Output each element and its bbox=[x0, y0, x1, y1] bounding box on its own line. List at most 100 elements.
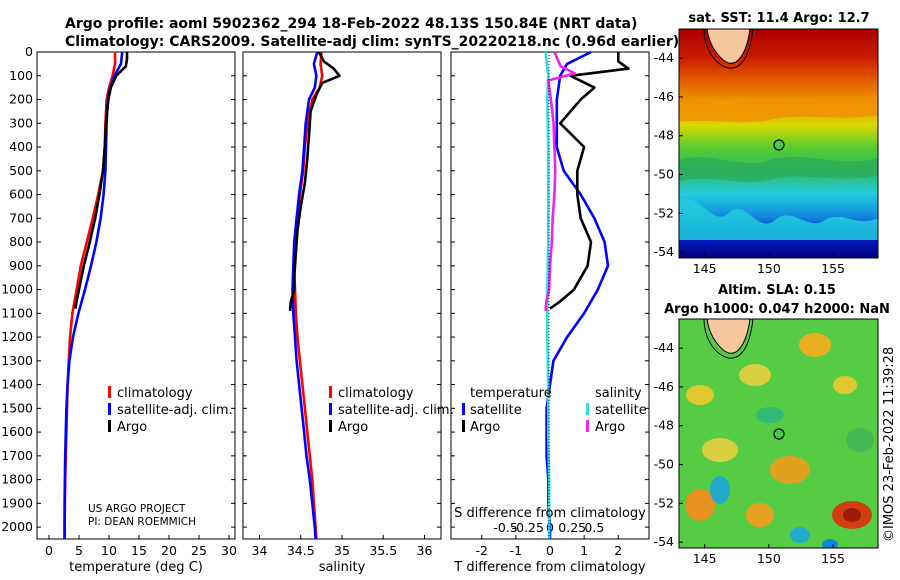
sla-peak bbox=[843, 508, 861, 522]
map-ytick-label: -52 bbox=[654, 205, 674, 220]
legend-swatch-argo bbox=[329, 420, 332, 432]
difference-xlabel-salinity: S difference from climatology bbox=[454, 506, 646, 521]
sst-map-axes: 145 150 155 -44 -46 -48 -50 -52 -54 bbox=[654, 50, 845, 276]
salinity-diff-tick-label: -0.25 bbox=[512, 520, 544, 535]
sla-high bbox=[833, 376, 857, 394]
map-ytick-label: -54 bbox=[654, 534, 674, 549]
ytick-label: 1700 bbox=[1, 448, 33, 463]
ytick-label: 1400 bbox=[1, 377, 33, 392]
temperature-axes bbox=[36, 51, 236, 540]
ytick-label: 0 bbox=[25, 44, 33, 59]
map-xtick-label: 155 bbox=[821, 551, 845, 566]
xtick-label: 5 bbox=[75, 543, 83, 558]
sla-high bbox=[686, 385, 714, 405]
legend-title-temperature: temperature bbox=[470, 386, 552, 401]
xtick-label: 36 bbox=[417, 543, 433, 558]
xtick-label: 20 bbox=[161, 543, 177, 558]
legend-swatch-temp-satellite bbox=[462, 403, 465, 415]
sla-map-title-line2: Argo h1000: 0.047 h2000: NaN bbox=[664, 302, 890, 317]
legend-label-sal-argo: Argo bbox=[595, 420, 625, 435]
sla-high bbox=[799, 333, 831, 357]
xtick-label: 30 bbox=[221, 543, 237, 558]
legend-label-satellite: satellite-adj. clim. bbox=[338, 403, 454, 418]
salinity-diff-tick-label: -0.5 bbox=[493, 520, 517, 535]
map-xtick-label: 145 bbox=[693, 551, 717, 566]
map-ytick-label: -44 bbox=[654, 50, 674, 65]
sla-high bbox=[739, 364, 771, 386]
map-ytick-label: -50 bbox=[654, 457, 674, 472]
temperature-xlabel: temperature (deg C) bbox=[69, 560, 203, 575]
legend-swatch-temp-argo bbox=[462, 420, 465, 432]
map-ytick-label: -48 bbox=[654, 128, 674, 143]
shelf-contour bbox=[703, 319, 754, 359]
sst-current-meander bbox=[679, 198, 878, 240]
series-line-argo bbox=[288, 51, 341, 312]
xtick-label: -1 bbox=[510, 543, 522, 558]
ytick-label: 900 bbox=[9, 258, 33, 273]
legend-title-salinity: salinity bbox=[595, 386, 642, 401]
sla-high bbox=[685, 489, 715, 521]
ytick-label: 100 bbox=[9, 68, 33, 83]
map-xtick-label: 150 bbox=[757, 261, 781, 276]
depth-axis: 0 100 200 300 400 500 600 700 800 900 1000 1100 1200… bbox=[1, 44, 649, 534]
legend-label-climatology: climatology bbox=[338, 386, 414, 401]
ytick-label: 400 bbox=[9, 139, 33, 154]
series-line-salinity-argo bbox=[544, 51, 577, 312]
xtick-label: 34 bbox=[252, 543, 268, 558]
sst-map bbox=[679, 29, 878, 258]
series-line-satellite-adj-clim- bbox=[63, 51, 124, 539]
sla-low bbox=[756, 407, 784, 423]
map-xtick-label: 145 bbox=[693, 261, 717, 276]
imos-timestamp: ©IMOS 23-Feb-2022 11:39:28 bbox=[882, 347, 897, 542]
xtick-label: 35 bbox=[334, 543, 350, 558]
sla-map-title-line1: Altim. SLA: 0.15 bbox=[718, 283, 836, 298]
xtick-label: 2 bbox=[614, 543, 622, 558]
ytick-label: 800 bbox=[9, 234, 33, 249]
xtick-label: 0 bbox=[546, 543, 554, 558]
ytick-label: 1600 bbox=[1, 424, 33, 439]
tasmania-landmass bbox=[706, 319, 751, 354]
ytick-label: 1300 bbox=[1, 353, 33, 368]
credit-line1: US ARGO PROJECT bbox=[88, 503, 186, 515]
salinity-diff-tick-label: 0.25 bbox=[558, 520, 586, 535]
map-ytick-label: -44 bbox=[654, 340, 674, 355]
legend-label-argo: Argo bbox=[117, 420, 147, 435]
legend-label-temp-argo: Argo bbox=[470, 420, 500, 435]
sla-low bbox=[710, 476, 730, 504]
legend-label-temp-satellite: satellite bbox=[470, 403, 522, 418]
legend-label-sal-satellite: satellite bbox=[595, 403, 647, 418]
map-ytick-label: -46 bbox=[654, 89, 674, 104]
sla-low bbox=[846, 428, 874, 452]
xtick-label: 0 bbox=[45, 543, 53, 558]
map-xtick-label: 150 bbox=[757, 551, 781, 566]
map-xtick-label: 155 bbox=[821, 261, 845, 276]
sla-low bbox=[790, 527, 810, 543]
sst-map-title: sat. SST: 11.4 Argo: 12.7 bbox=[688, 11, 869, 26]
ytick-label: 500 bbox=[9, 163, 33, 178]
ytick-label: 200 bbox=[9, 92, 33, 107]
ytick-label: 1500 bbox=[1, 400, 33, 415]
map-ytick-label: -48 bbox=[654, 418, 674, 433]
ytick-label: 1800 bbox=[1, 472, 33, 487]
sla-argo-marker bbox=[773, 428, 785, 440]
map-ytick-label: -46 bbox=[654, 379, 674, 394]
shelf-contour bbox=[703, 29, 754, 69]
legend-swatch-climatology bbox=[329, 386, 332, 398]
credit-line2: PI: DEAN ROEMMICH bbox=[88, 516, 196, 528]
difference-xlabel: T difference from climatology bbox=[453, 560, 646, 575]
series-line-salinity-satellite bbox=[544, 51, 551, 539]
legend-label-satellite: satellite-adj. clim. bbox=[117, 403, 233, 418]
ytick-label: 600 bbox=[9, 187, 33, 202]
sla-high bbox=[702, 438, 738, 462]
sst-warm-patch bbox=[679, 96, 878, 123]
salinity-diff-tick-label: 0.5 bbox=[584, 520, 604, 535]
sla-high bbox=[770, 456, 810, 484]
ytick-label: 1000 bbox=[1, 282, 33, 297]
map-ytick-label: -54 bbox=[654, 244, 674, 259]
salinity-panel: 34 34.5 35 35.5 36 bbox=[252, 51, 433, 558]
header-line2: Climatology: CARS2009. Satellite-adj cli… bbox=[65, 34, 679, 50]
legend-swatch-satellite bbox=[329, 403, 332, 415]
series-line-temperature-argo bbox=[549, 52, 630, 310]
ytick-label: 1200 bbox=[1, 329, 33, 344]
